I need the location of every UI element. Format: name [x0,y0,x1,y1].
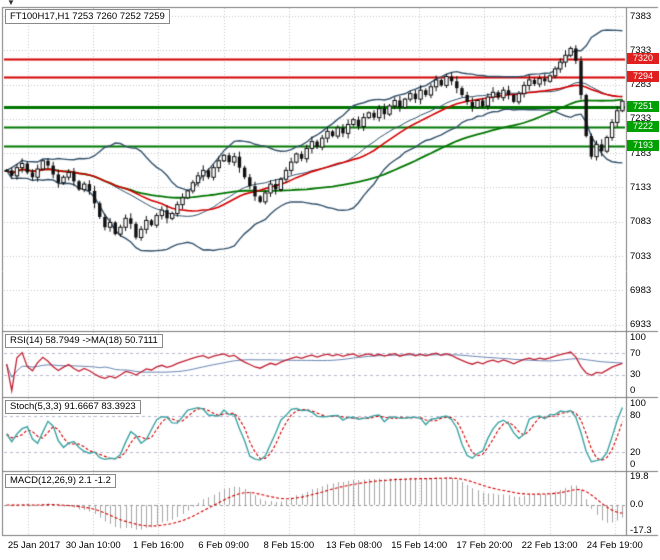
trading-chart-page: { "colors": { "background": "#ffffff", "… [0,0,660,560]
price-chart-canvas[interactable] [0,0,660,560]
